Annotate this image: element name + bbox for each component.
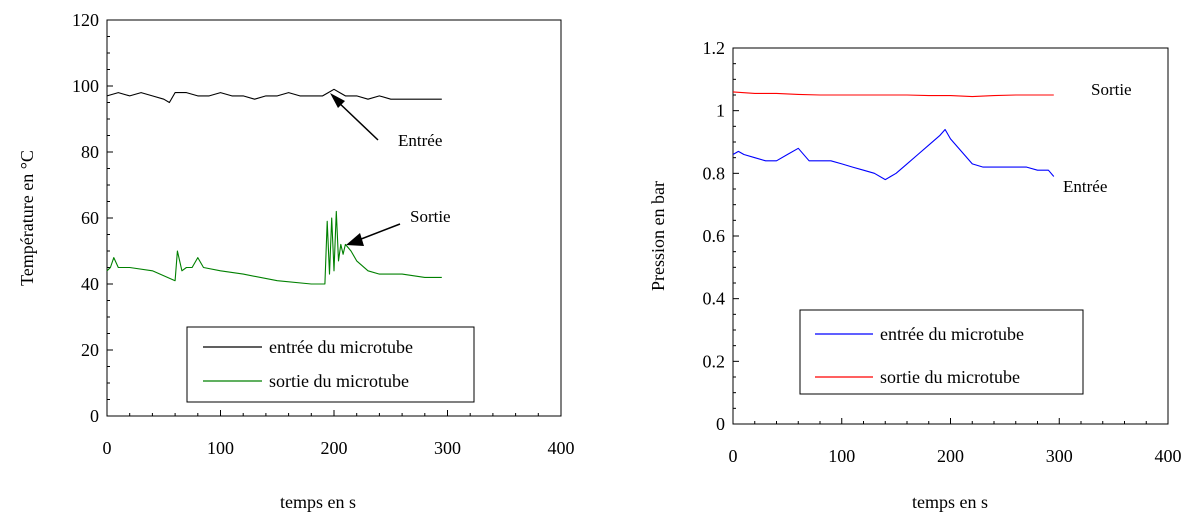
pressure-x-tick-label: 0 (729, 446, 738, 466)
temperature-legend-label-entree: entrée du microtube (269, 337, 413, 357)
temperature-annotation-entree-arrow (335, 99, 379, 141)
pressure-x-tick-label: 100 (828, 446, 855, 466)
pressure-series (732, 91, 1055, 181)
pressure-y-tick-label: 0.8 (703, 163, 726, 183)
temperature-x-tick-label: 300 (434, 438, 461, 458)
temperature-x-ticks: 0 100 200 300 400 (103, 410, 575, 458)
temperature-annotation-sortie-arrow (355, 223, 401, 242)
temperature-y-axis-label: Température en °C (17, 150, 37, 286)
temperature-legend: entrée du microtube sortie du microtube (186, 326, 475, 403)
pressure-chart: 0 0.2 0.4 0.6 0.8 1 1.2 0 100 200 300 400 Pression… (648, 38, 1182, 512)
temperature-y-tick-label: 0 (90, 406, 99, 426)
pressure-y-ticks: 0 0.2 0.4 0.6 0.8 1 1.2 (703, 38, 739, 434)
temperature-annotation-sortie-arrowhead (346, 233, 364, 246)
pressure-y-tick-label: 1.2 (703, 38, 726, 58)
temperature-x-tick-label: 100 (207, 438, 234, 458)
temperature-series-line-0 (106, 88, 442, 104)
temperature-y-tick-label: 120 (72, 10, 99, 30)
pressure-series-line-1 (732, 91, 1054, 98)
temperature-x-axis-label: temps en s (280, 492, 356, 512)
temperature-series-line-1 (106, 210, 442, 285)
temperature-y-tick-label: 60 (81, 208, 99, 228)
pressure-y-tick-label: 0.4 (703, 289, 726, 309)
pressure-y-tick-label: 0 (716, 414, 725, 434)
temperature-y-ticks: 0 20 40 60 80 100 120 (72, 10, 113, 426)
pressure-legend-label-entree: entrée du microtube (880, 324, 1024, 344)
pressure-legend: entrée du microtube sortie du microtube (799, 309, 1084, 395)
temperature-y-tick-label: 100 (72, 76, 99, 96)
pressure-series-line-0 (732, 128, 1055, 181)
pressure-legend-label-sortie: sortie du microtube (880, 367, 1020, 387)
temperature-x-tick-label: 400 (548, 438, 575, 458)
pressure-x-ticks: 0 100 200 300 400 (729, 418, 1182, 466)
pressure-y-tick-label: 1 (716, 101, 725, 121)
temperature-annotation-entree: Entrée (398, 131, 442, 150)
temperature-x-tick-label: 0 (103, 438, 112, 458)
pressure-legend-box (799, 309, 1084, 395)
temperature-x-tick-label: 200 (321, 438, 348, 458)
temperature-y-tick-label: 40 (81, 274, 99, 294)
temperature-legend-label-sortie: sortie du microtube (269, 371, 409, 391)
pressure-x-tick-label: 200 (937, 446, 964, 466)
pressure-x-axis-label: temps en s (912, 492, 988, 512)
pressure-x-tick-label: 400 (1155, 446, 1182, 466)
pressure-y-tick-label: 0.6 (703, 226, 726, 246)
temperature-series (106, 88, 442, 285)
pressure-y-axis-label: Pression en bar (648, 181, 668, 291)
pressure-y-tick-label: 0.2 (703, 351, 726, 371)
temperature-y-tick-label: 80 (81, 142, 99, 162)
pressure-annotation-entree: Entrée (1063, 177, 1107, 196)
temperature-annotation-sortie: Sortie (410, 207, 451, 226)
temperature-y-tick-label: 20 (81, 340, 99, 360)
pressure-x-tick-label: 300 (1046, 446, 1073, 466)
pressure-annotation-sortie: Sortie (1091, 80, 1132, 99)
temperature-legend-box (186, 326, 475, 403)
temperature-chart: 0 20 40 60 80 100 120 0 100 200 300 400 Températur… (17, 10, 575, 512)
temperature-annotation-entree-arrowhead (330, 93, 345, 108)
